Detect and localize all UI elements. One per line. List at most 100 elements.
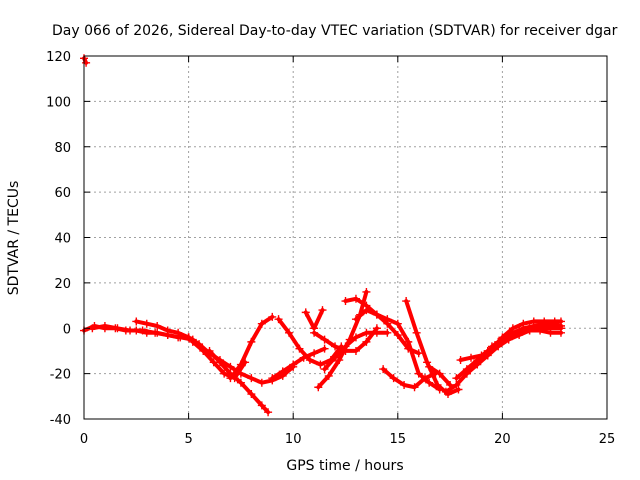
y-tick-label: 20 — [54, 277, 71, 292]
data-point — [278, 367, 287, 376]
data-point — [247, 337, 256, 346]
data-point — [404, 337, 413, 346]
data-point — [441, 387, 450, 396]
data-point — [379, 365, 388, 374]
data-point — [226, 374, 235, 383]
data-point — [420, 374, 429, 383]
grid — [84, 56, 607, 419]
data-point — [153, 321, 162, 330]
data-point — [454, 385, 463, 394]
data-point — [519, 324, 528, 333]
data-series — [80, 54, 565, 417]
data-point — [362, 328, 371, 337]
data-point — [264, 408, 273, 417]
data-point — [351, 294, 360, 303]
data-point — [435, 369, 444, 378]
data-point — [452, 380, 461, 389]
chart-title: Day 066 of 2026, Sidereal Day-to-day VTE… — [52, 23, 618, 39]
data-point — [215, 358, 224, 367]
y-tick-label: 0 — [63, 322, 71, 337]
series-line — [343, 296, 421, 356]
data-point — [163, 326, 172, 335]
data-point — [341, 342, 350, 351]
data-point — [462, 369, 471, 378]
series-track-18 — [425, 362, 455, 389]
series-track-7 — [226, 312, 277, 383]
data-point — [320, 365, 329, 374]
data-point — [433, 380, 442, 389]
series-track-6 — [205, 346, 273, 417]
data-point — [351, 315, 360, 324]
data-point — [174, 328, 183, 337]
y-tick-label: -40 — [50, 413, 71, 428]
data-point — [320, 344, 329, 353]
data-point — [257, 401, 266, 410]
data-point — [138, 326, 147, 335]
series-line — [464, 328, 563, 376]
data-point — [556, 321, 565, 330]
series-line — [404, 299, 461, 396]
data-point — [546, 328, 555, 337]
data-point — [389, 374, 398, 383]
x-tick-label: 20 — [494, 432, 511, 447]
data-point — [498, 335, 507, 344]
data-point — [184, 333, 193, 342]
data-point — [316, 360, 325, 369]
data-point — [400, 380, 409, 389]
data-point — [274, 315, 283, 324]
data-point — [285, 328, 294, 337]
data-point — [452, 374, 461, 383]
x-tick-label: 0 — [80, 432, 88, 447]
x-tick-label: 15 — [390, 432, 407, 447]
data-point — [236, 360, 245, 369]
data-point — [257, 319, 266, 328]
data-point — [100, 321, 109, 330]
data-point — [226, 362, 235, 371]
series-track-10 — [301, 306, 327, 333]
data-point — [456, 356, 465, 365]
data-point — [508, 328, 517, 337]
data-point — [247, 390, 256, 399]
data-point — [550, 319, 559, 328]
y-tick-label: 80 — [54, 141, 71, 156]
data-point — [529, 321, 538, 330]
data-point — [295, 344, 304, 353]
series-line — [381, 367, 438, 390]
y-tick-label: 40 — [54, 232, 71, 247]
data-point — [393, 331, 402, 340]
data-point — [351, 346, 360, 355]
series-track-2 — [88, 321, 197, 344]
data-point — [188, 337, 197, 346]
data-point — [536, 326, 545, 335]
data-point — [247, 374, 256, 383]
data-point — [362, 306, 371, 315]
data-point — [310, 349, 319, 358]
data-point — [556, 328, 565, 337]
data-point — [487, 342, 496, 351]
series-track-3 — [132, 317, 193, 342]
data-point — [414, 369, 423, 378]
data-point — [402, 297, 411, 306]
axis-ticks: 0 5 10 15 20 25 -40 -20 0 20 40 60 80 100 120 — [46, 50, 615, 447]
y-tick-label: 100 — [46, 95, 71, 110]
x-tick-label: 10 — [285, 432, 302, 447]
data-point — [205, 346, 214, 355]
data-point — [362, 337, 371, 346]
data-point — [142, 319, 151, 328]
series-track-13 — [320, 328, 392, 374]
series-track-8 — [268, 344, 329, 383]
x-tick-label: 5 — [184, 432, 192, 447]
data-point — [483, 351, 492, 360]
data-point — [412, 328, 421, 337]
data-point — [425, 362, 434, 371]
data-point — [341, 297, 350, 306]
data-point — [301, 308, 310, 317]
data-point — [423, 358, 432, 367]
data-point — [335, 356, 344, 365]
data-point — [82, 58, 91, 67]
data-point — [324, 371, 333, 380]
data-point — [414, 349, 423, 358]
data-point — [331, 342, 340, 351]
